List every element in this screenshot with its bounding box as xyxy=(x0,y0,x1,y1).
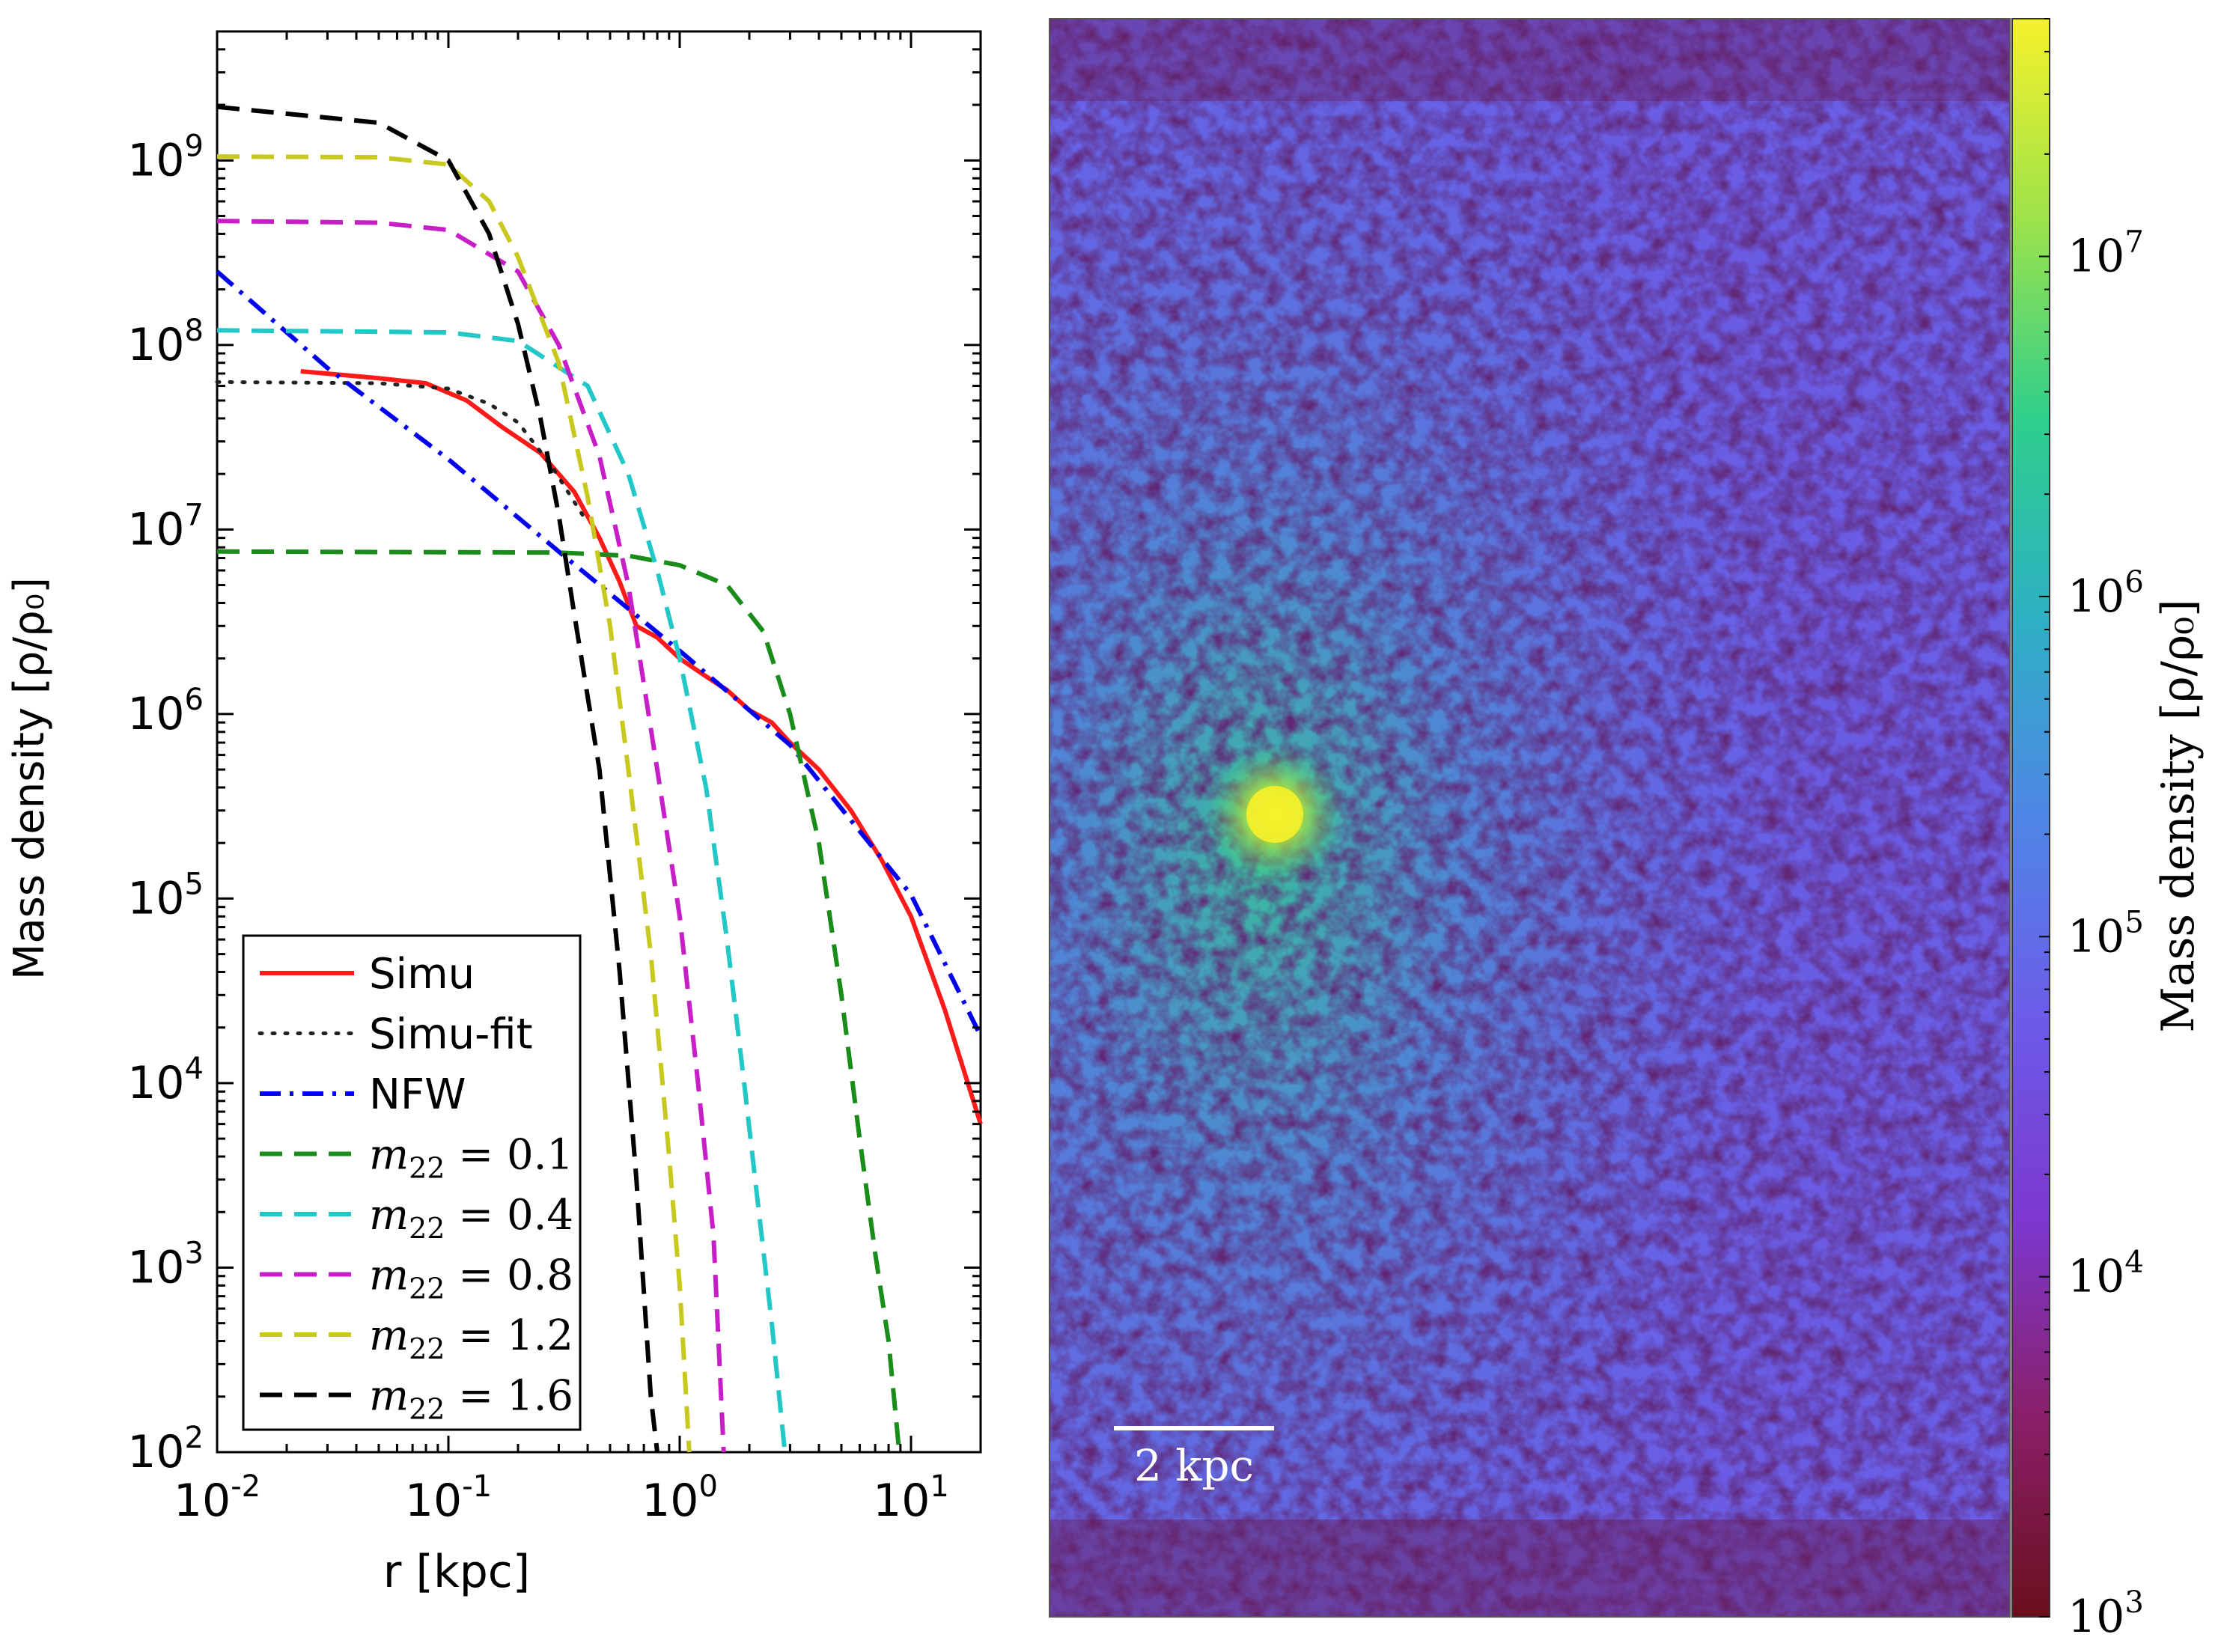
series-line-6 xyxy=(216,154,692,1453)
y-tick-label: 106 xyxy=(127,683,204,740)
series-line-2 xyxy=(216,269,983,1037)
density-map: 2 kpc 107 106 105 104 103 Mass density [ρ/ρ₀… xyxy=(1049,18,2205,1643)
legend-label: m22 = 0.4 xyxy=(369,1191,573,1245)
y-tick-label: 103 xyxy=(127,1236,204,1293)
y-tick-label: 107 xyxy=(127,498,204,555)
series-line-3 xyxy=(216,549,902,1453)
y-tick-label: 104 xyxy=(127,1052,204,1109)
colorbar-tick-label: 105 xyxy=(2068,905,2144,963)
y-tick-label: 109 xyxy=(127,129,204,186)
scale-bar-label: 2 kpc xyxy=(1134,1440,1254,1491)
series-layer xyxy=(215,104,983,1453)
legend-label: m22 = 1.2 xyxy=(369,1311,573,1365)
y-axis-label: Mass density [ρ/ρ₀] xyxy=(5,577,54,980)
y-tick-label: 102 xyxy=(127,1421,204,1478)
x-tick-label: 10-2 xyxy=(174,1469,261,1527)
density-profile-chart: 10-2 10-1 100 101 102103104105106107108109 … xyxy=(5,30,983,1598)
x-axis-label: r [kpc] xyxy=(383,1546,530,1598)
x-axis-ticks: 10-2 10-1 100 101 xyxy=(174,31,982,1527)
legend: Simu Simu-fit NFW m22 = 0.1 m22 = 0.4 m22 = 0… xyxy=(242,934,582,1431)
legend-label: m22 = 0.1 xyxy=(369,1131,573,1185)
colorbar-label: Mass density [ρ/ρ₀] xyxy=(2152,599,2205,1032)
heatmap-bottom-edge xyxy=(1049,1520,2010,1617)
colorbar-tick-label: 107 xyxy=(2068,225,2144,283)
x-tick-label: 10-1 xyxy=(405,1469,492,1527)
heatmap-texture xyxy=(1049,19,2010,1617)
legend-label: Simu xyxy=(369,950,475,999)
legend-label: Simu-fit xyxy=(369,1011,533,1059)
colorbar-tick-label: 103 xyxy=(2068,1585,2144,1643)
y-tick-label: 108 xyxy=(127,314,204,371)
colorbar-tick-label: 104 xyxy=(2068,1246,2144,1303)
legend-label: m22 = 1.6 xyxy=(369,1372,573,1426)
x-tick-label: 101 xyxy=(873,1469,949,1527)
x-tick-label: 100 xyxy=(642,1469,718,1527)
colorbar xyxy=(2011,18,2050,1618)
colorbar-ticks: 107 106 105 104 103 xyxy=(2039,18,2144,1643)
heatmap-top-edge xyxy=(1049,19,2010,101)
series-line-4 xyxy=(216,328,787,1453)
y-tick-label: 105 xyxy=(127,867,204,924)
series-line-1 xyxy=(215,380,585,517)
legend-label: NFW xyxy=(369,1070,466,1119)
legend-box xyxy=(242,934,582,1431)
legend-label: m22 = 0.8 xyxy=(369,1252,573,1305)
series-line-5 xyxy=(216,219,726,1453)
colorbar-tick-label: 106 xyxy=(2068,565,2144,623)
heatmap-frame xyxy=(1049,18,2011,1618)
density-core xyxy=(1246,786,1303,843)
series-line-7 xyxy=(216,104,659,1453)
y-axis-ticks: 102 103 104 105 106 107 108 109 xyxy=(127,30,981,1478)
